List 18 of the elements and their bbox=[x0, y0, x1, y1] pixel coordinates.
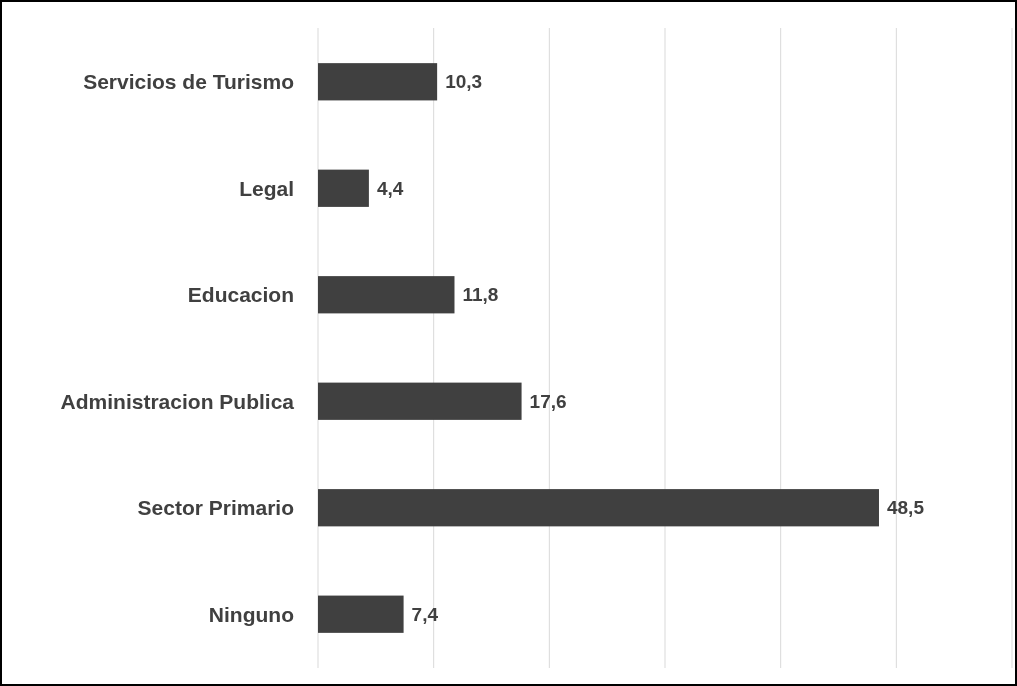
data-label: 11,8 bbox=[462, 284, 499, 306]
bar bbox=[318, 169, 369, 207]
bar bbox=[318, 595, 404, 633]
y-tick-label: Sector Primario bbox=[137, 496, 294, 520]
bar bbox=[318, 276, 455, 314]
y-tick-label: Legal bbox=[239, 176, 294, 200]
y-tick-label: Ninguno bbox=[208, 602, 294, 626]
y-tick-label: Educacion bbox=[187, 283, 294, 307]
bar bbox=[318, 489, 879, 527]
data-label: 10,3 bbox=[445, 71, 483, 93]
y-tick-label: Servicios de Turismo bbox=[83, 70, 294, 94]
bar bbox=[318, 382, 522, 420]
y-tick-label: Administracion Publica bbox=[60, 389, 295, 413]
data-label: 4,4 bbox=[376, 177, 404, 199]
data-label: 17,6 bbox=[529, 390, 567, 412]
bar bbox=[318, 63, 438, 101]
data-label: 7,4 bbox=[411, 603, 439, 625]
data-label: 48,5 bbox=[886, 497, 925, 519]
